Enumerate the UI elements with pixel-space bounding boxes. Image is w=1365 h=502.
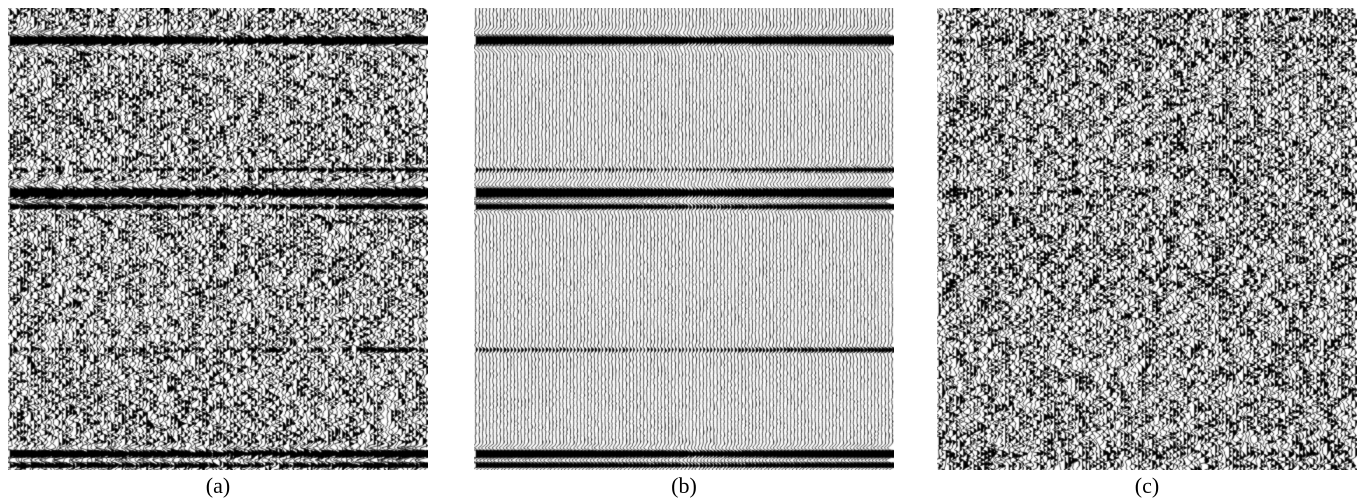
seismic-wiggle-canvas-a: [8, 8, 428, 470]
panel-caption-b: (b): [671, 473, 697, 498]
seismic-panel-b: [474, 8, 894, 470]
seismic-wiggle-canvas-c: [937, 8, 1357, 470]
panel-caption-c: (c): [1134, 473, 1160, 498]
seismic-wiggle-canvas-b: [474, 8, 894, 470]
seismic-panel-a: [8, 8, 428, 470]
panel-caption-a: (a): [205, 473, 231, 498]
seismic-panel-c: [937, 8, 1357, 470]
